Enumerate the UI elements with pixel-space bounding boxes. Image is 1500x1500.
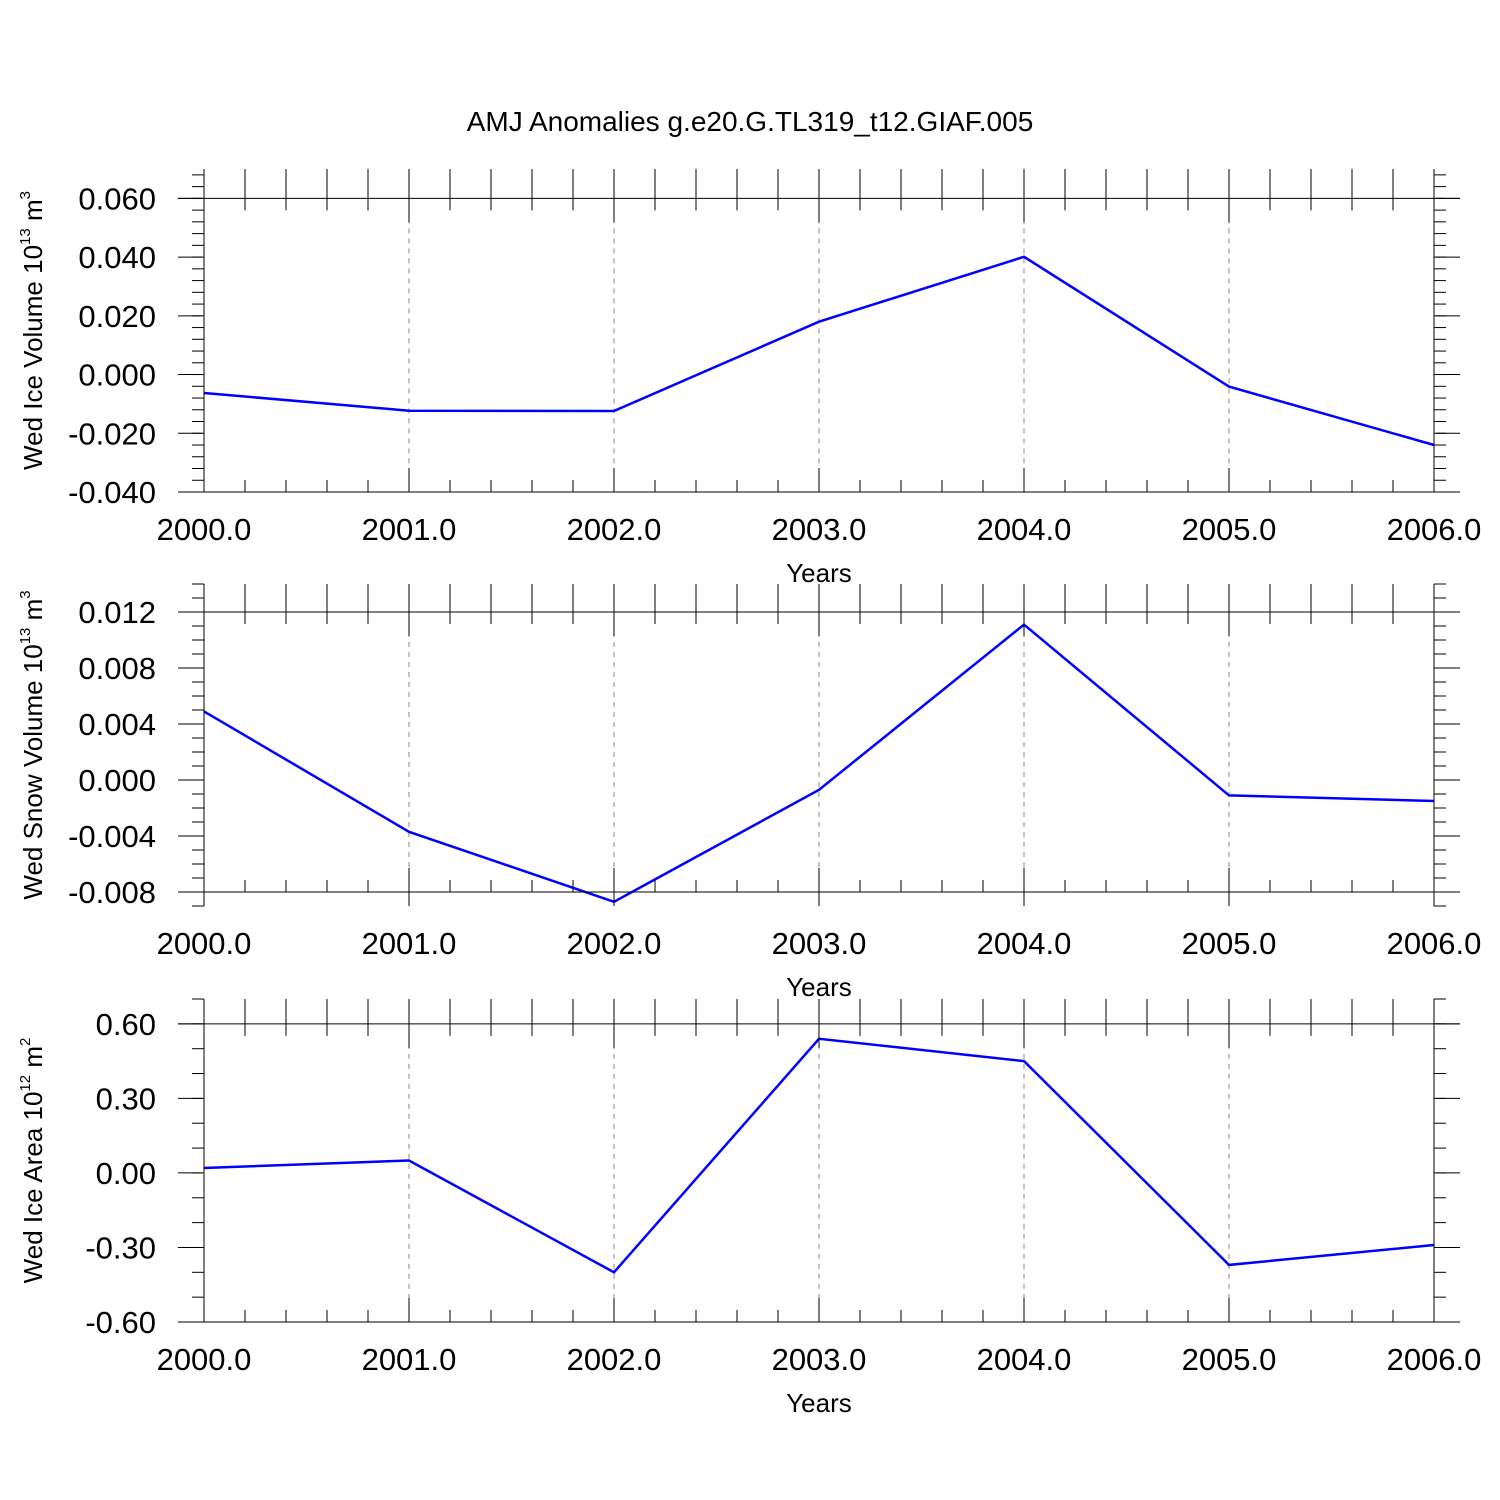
y-tick-label: 0.000: [78, 763, 156, 798]
y-tick-label: -0.30: [85, 1230, 156, 1265]
x-tick-label: 2005.0: [1182, 1342, 1277, 1377]
y-tick-label: 0.020: [78, 299, 156, 334]
y-tick-label: 0.008: [78, 651, 156, 686]
x-tick-label: 2006.0: [1387, 512, 1482, 547]
panel-3: -0.60 -0.30 0.00 0.30 0.60 2000.0 2001.0 2002.0…: [17, 998, 1482, 1418]
x-tick-label: 2000.0: [157, 1342, 252, 1377]
panel-1: -0.040 -0.020 0.000 0.020 0.040 0.060 2000.0 20…: [17, 169, 1481, 588]
y-tick-label: -0.040: [68, 475, 156, 510]
y-tick-label: -0.004: [68, 819, 156, 854]
x-axis-title: Years: [786, 1388, 852, 1418]
y-tick-label: 0.060: [78, 181, 156, 216]
y-tick-label: -0.020: [68, 416, 156, 451]
x-tick-label: 2004.0: [977, 512, 1072, 547]
x-tick-label: 2001.0: [362, 512, 457, 547]
y-tick-label: 0.000: [78, 358, 156, 393]
y-axis-title: Wed Ice Volume 1013 m3: [17, 191, 48, 470]
panels: -0.040 -0.020 0.000 0.020 0.040 0.060 2000.0 20…: [17, 169, 1481, 1418]
x-tick-label: 2002.0: [567, 926, 662, 961]
x-axis-title: Years: [786, 558, 852, 588]
panel-2: -0.008 -0.004 0.000 0.004 0.008 0.012 2000.0 20…: [17, 583, 1482, 1002]
y-tick-label: 0.00: [96, 1156, 156, 1191]
x-tick-label: 2002.0: [567, 512, 662, 547]
x-tick-label: 2001.0: [362, 926, 457, 961]
y-tick-label: 0.004: [78, 707, 156, 742]
x-tick-label: 2006.0: [1387, 926, 1482, 961]
y-tick-label: 0.30: [96, 1081, 156, 1116]
figure-title: AMJ Anomalies g.e20.G.TL319_t12.GIAF.005: [467, 106, 1034, 137]
y-axis-title: Wed Snow Volume 1013 m3: [17, 590, 48, 899]
y-tick-label: -0.008: [68, 875, 156, 910]
x-tick-label: 2004.0: [977, 1342, 1072, 1377]
x-axis-title: Years: [786, 972, 852, 1002]
y-tick-label: 0.012: [78, 595, 156, 630]
y-tick-label: 0.60: [96, 1007, 156, 1042]
x-tick-label: 2003.0: [772, 512, 867, 547]
x-tick-label: 2005.0: [1182, 926, 1277, 961]
y-tick-label: 0.040: [78, 240, 156, 275]
x-tick-label: 2006.0: [1387, 1342, 1482, 1377]
x-tick-label: 2003.0: [772, 1342, 867, 1377]
x-tick-label: 2004.0: [977, 926, 1072, 961]
x-tick-label: 2003.0: [772, 926, 867, 961]
x-tick-label: 2001.0: [362, 1342, 457, 1377]
x-tick-label: 2000.0: [157, 512, 252, 547]
y-tick-label: -0.60: [85, 1305, 156, 1340]
y-axis-title: Wed Ice Area 1012 m2: [17, 1038, 48, 1284]
x-tick-label: 2002.0: [567, 1342, 662, 1377]
x-tick-label: 2005.0: [1182, 512, 1277, 547]
x-tick-label: 2000.0: [157, 926, 252, 961]
